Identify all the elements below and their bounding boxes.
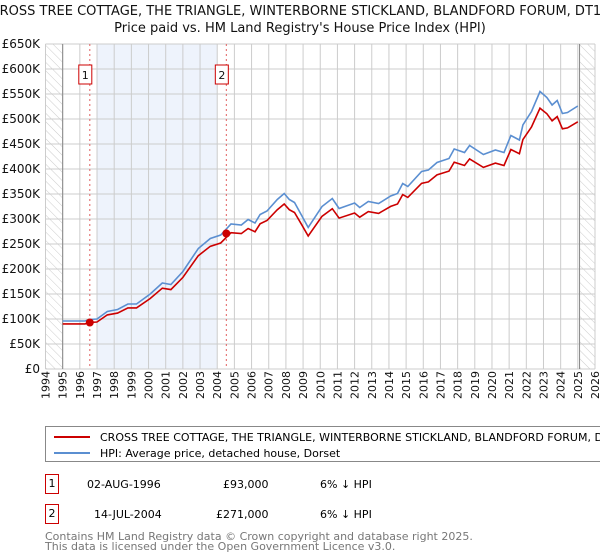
x-tick-label: 2017 (434, 371, 447, 399)
y-tick-label: £50K (9, 337, 41, 351)
sale-row: 1 02-AUG-1996 £93,000 6% ↓ HPI (45, 474, 445, 496)
x-tick-label: 1996 (74, 371, 87, 399)
x-tick-label: 2000 (143, 371, 156, 399)
x-tick-label: 2009 (297, 371, 310, 399)
y-tick-label: £450K (2, 137, 42, 151)
x-tick-label: 2012 (349, 371, 362, 399)
x-tick-label: 2014 (383, 371, 396, 399)
sale-date: 14-JUL-2004 (94, 508, 162, 521)
x-tick-label: 2007 (263, 371, 276, 399)
y-tick-label: £400K (2, 162, 42, 176)
legend-label-hpi: HPI: Average price, detached house, Dors… (100, 446, 341, 460)
sale-date: 02-AUG-1996 (87, 478, 161, 491)
y-tick-label: £300K (2, 212, 42, 226)
x-tick-label: 2003 (194, 371, 207, 399)
legend-swatch-hpi (54, 452, 90, 454)
sale-label-box (78, 64, 93, 85)
x-tick-label: 2025 (572, 371, 585, 399)
property-price-line (62, 106, 579, 325)
x-tick-label: 2020 (486, 371, 499, 399)
y-tick-label: £650K (2, 37, 42, 51)
sale-delta: 6% ↓ HPI (320, 478, 372, 491)
hatched-region-end (579, 44, 595, 369)
x-tick-label: 2005 (228, 371, 241, 399)
hpi-line (62, 90, 579, 322)
sale-label: 1 (82, 69, 89, 82)
legend-item-hpi: HPI: Average price, detached house, Dors… (54, 445, 340, 461)
legend-swatch-property (54, 436, 90, 438)
sale-price: £271,000 (216, 508, 269, 521)
y-tick-label: £500K (2, 112, 42, 126)
y-tick-label: £0 (25, 362, 40, 376)
footer-copyright: Contains HM Land Registry data © Crown c… (45, 530, 473, 543)
x-tick-label: 2011 (331, 371, 344, 399)
x-tick-label: 2018 (452, 371, 465, 399)
sale-row: 2 14-JUL-2004 £271,000 6% ↓ HPI (45, 504, 445, 526)
x-tick-label: 2016 (417, 371, 430, 399)
chart-subtitle: Price paid vs. HM Land Registry's House … (114, 21, 486, 36)
sale-delta: 6% ↓ HPI (320, 508, 372, 521)
legend-label-property: CROSS TREE COTTAGE, THE TRIANGLE, WINTER… (100, 430, 600, 444)
y-tick-label: £150K (2, 287, 42, 301)
x-tick-label: 1998 (108, 371, 121, 399)
footer-licence: This data is licensed under the Open Gov… (45, 540, 396, 553)
x-tick-label: 1994 (40, 371, 53, 399)
x-tick-label: 2026 (589, 371, 600, 399)
sale-point (85, 318, 94, 327)
x-tick-label: 2013 (366, 371, 379, 399)
x-tick-label: 2019 (469, 371, 482, 399)
sale-point (222, 229, 231, 238)
x-tick-label: 2015 (400, 371, 413, 399)
x-tick-label: 2022 (520, 371, 533, 399)
y-tick-label: £250K (2, 237, 42, 251)
sale-label: 2 (218, 69, 225, 82)
legend: CROSS TREE COTTAGE, THE TRIANGLE, WINTER… (45, 426, 600, 462)
sale-badge: 2 (45, 504, 59, 524)
x-tick-label: 2010 (314, 371, 327, 399)
x-tick-label: 2008 (280, 371, 293, 399)
sale-label-box (214, 64, 229, 85)
price-chart: 1994 1995 1996 1997 1998 1999 2000 2001 2002 2003… (2, 37, 600, 399)
x-tick-label: 2021 (503, 371, 516, 399)
y-tick-label: £350K (2, 187, 42, 201)
hatched-region-start (45, 44, 63, 369)
x-tick-label: 2004 (211, 371, 224, 399)
x-tick-label: 2001 (160, 371, 173, 399)
y-tick-label: £100K (2, 312, 42, 326)
shaded-period (97, 44, 218, 369)
y-tick-label: £600K (2, 62, 42, 76)
chart-title: CROSS TREE COTTAGE, THE TRIANGLE, WINTER… (0, 4, 600, 19)
y-tick-label: £200K (2, 262, 42, 276)
y-tick-label: £550K (2, 87, 42, 101)
sale-price: £93,000 (223, 478, 269, 491)
x-tick-label: 2002 (177, 371, 190, 399)
x-tick-label: 1997 (91, 371, 104, 399)
sale-badge: 1 (45, 474, 59, 494)
x-tick-label: 2006 (246, 371, 259, 399)
x-tick-label: 1995 (57, 371, 70, 399)
x-tick-label: 2023 (537, 371, 550, 399)
x-tick-label: 1999 (125, 371, 138, 399)
x-tick-label: 2024 (555, 371, 568, 399)
legend-item-property: CROSS TREE COTTAGE, THE TRIANGLE, WINTER… (54, 429, 600, 445)
